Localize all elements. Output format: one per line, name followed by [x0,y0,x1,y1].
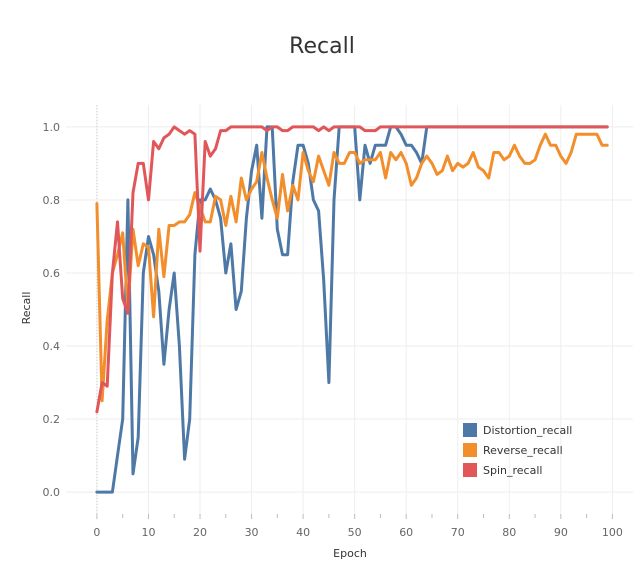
legend-label: Reverse_recall [483,444,563,457]
x-tick-label: 20 [193,526,207,539]
x-tick-label: 30 [245,526,259,539]
chart-title: Recall [289,34,355,59]
x-tick-label: 40 [296,526,310,539]
x-tick-label: 10 [141,526,155,539]
series-line-spin-recall [95,125,609,414]
x-tick-label: 80 [502,526,516,539]
y-axis-ticks: 0.0 0.2 0.4 0.6 0.8 1.0 [43,121,61,499]
series-line-reverse-recall [95,132,609,403]
y-tick-label: 1.0 [43,121,61,134]
x-axis-label: Epoch [333,547,367,560]
legend-label: Spin_recall [483,464,542,477]
legend-swatch [463,443,477,457]
y-tick-label: 0.2 [43,413,61,426]
series-line-distortion-recall [95,125,609,494]
y-axis-label: Recall [20,292,33,325]
x-tick-label: 0 [93,526,100,539]
legend-label: Distortion_recall [483,424,572,437]
y-tick-label: 0.4 [43,340,61,353]
legend-swatch [463,423,477,437]
x-tick-label: 90 [554,526,568,539]
x-tick-label: 60 [399,526,413,539]
x-tick-label: 100 [602,526,623,539]
y-tick-label: 0.6 [43,267,61,280]
y-tick-label: 0.8 [43,194,61,207]
series-lines [95,125,609,494]
legend: Distortion_recall Reverse_recall Spin_reca… [463,423,572,477]
legend-swatch [463,463,477,477]
y-tick-label: 0.0 [43,486,61,499]
x-axis-ticks: 0 10 20 30 40 50 60 70 80 90 100 [93,514,623,539]
x-tick-label: 70 [451,526,465,539]
x-tick-label: 50 [348,526,362,539]
